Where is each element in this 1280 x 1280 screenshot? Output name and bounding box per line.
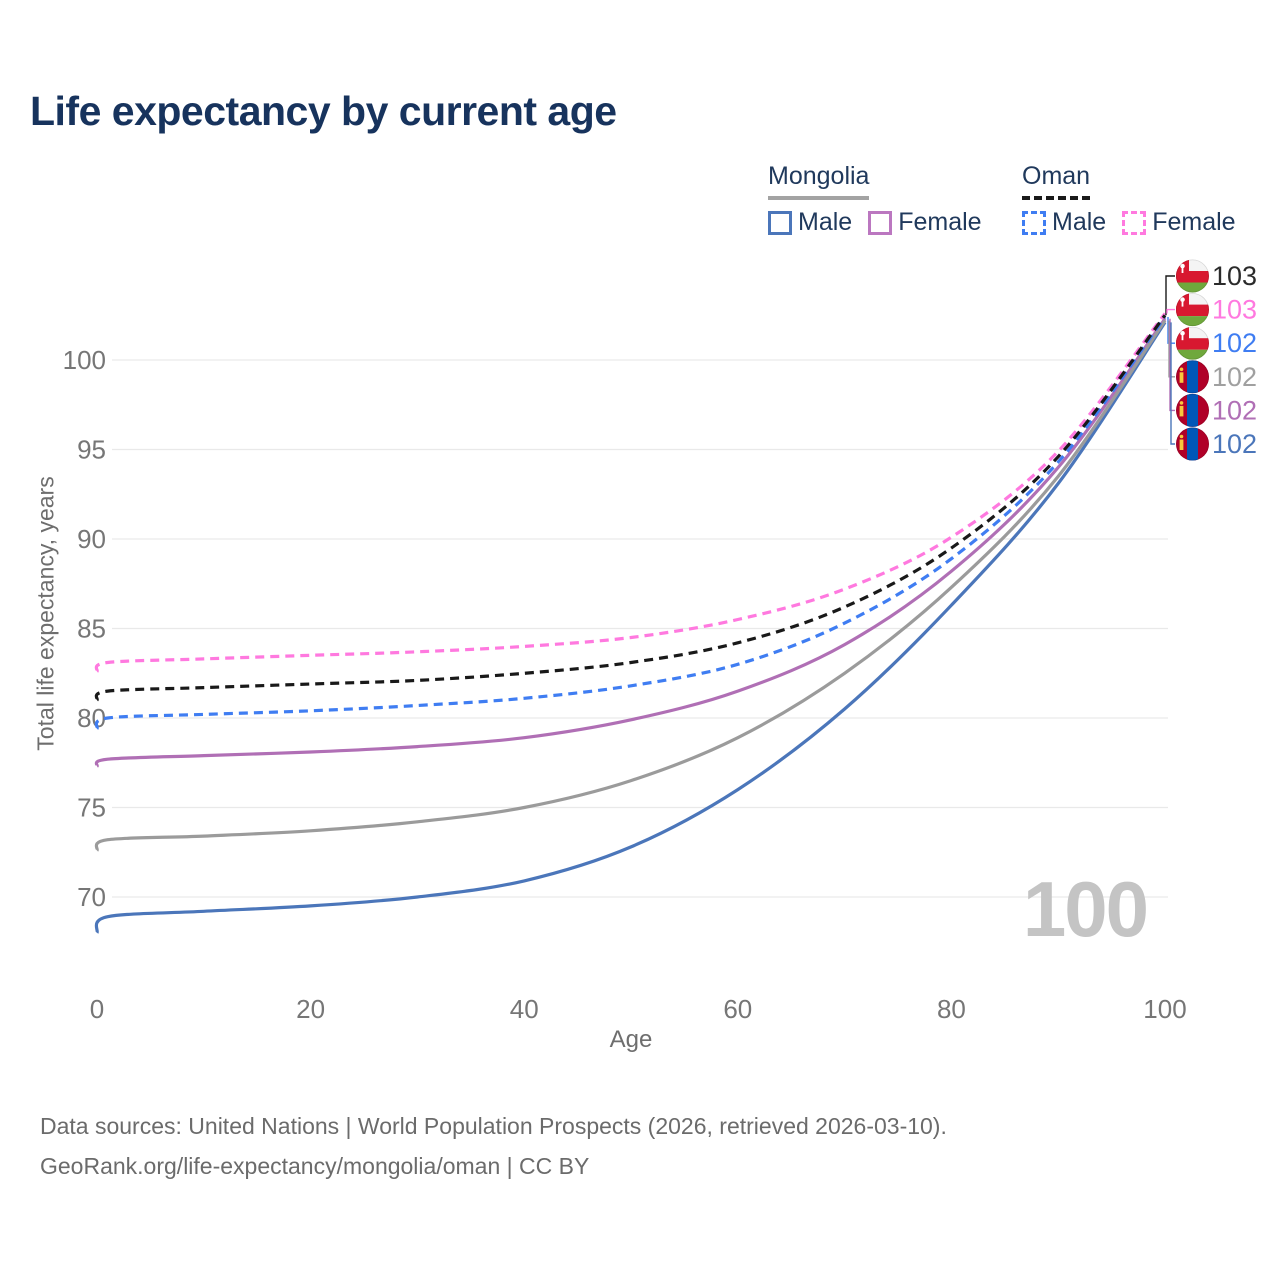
flag-part: [1176, 316, 1209, 327]
flag-emblem: [1181, 335, 1184, 341]
legend-items-mongolia: Male Female: [768, 208, 982, 237]
x-tick-label: 100: [1143, 994, 1186, 1024]
flag-part: [1187, 427, 1198, 461]
legend-swatch-solid-icon: [868, 210, 893, 235]
legend-item-oman-female[interactable]: Female: [1122, 208, 1236, 237]
end-value-label-mongolia-total: 102: [1212, 362, 1257, 392]
flag-ring: [1176, 393, 1210, 427]
flag-emblem: [1179, 372, 1184, 383]
y-tick-label: 75: [77, 793, 106, 823]
flag-part: [1176, 338, 1209, 350]
x-tick-label: 80: [937, 994, 966, 1024]
x-tick-label: 60: [723, 994, 752, 1024]
oman-flag-icon: [1176, 326, 1209, 360]
legend-group-header-oman: Oman: [1022, 162, 1091, 200]
flag-part: [1187, 393, 1198, 427]
series-layer: [94, 312, 1167, 934]
flag-part: [1176, 271, 1209, 283]
flag-emblem: [1181, 268, 1184, 273]
page-title: Life expectancy by current age: [30, 88, 617, 134]
flag-emblem: [1179, 439, 1184, 450]
y-tick-label: 90: [77, 524, 106, 554]
end-label-leader-oman-female: [1166, 308, 1175, 314]
legend-group-mongolia: Mongolia Male Female: [768, 162, 982, 237]
y-tick-label: 100: [63, 345, 106, 375]
legend-swatch-dashed-icon: [1122, 210, 1147, 235]
end-value-label-mongolia-female: 102: [1212, 395, 1257, 425]
series-line-oman-male[interactable]: [94, 316, 1167, 730]
flag-part: [1176, 349, 1209, 360]
legend-item-label: Female: [1152, 208, 1236, 236]
y-tick-label: 85: [77, 614, 106, 644]
y-tick-label: 95: [77, 435, 106, 465]
flag-emblem: [1180, 330, 1185, 336]
footer-data-sources: Data sources: United Nations | World Pop…: [40, 1113, 947, 1139]
footer-attribution: GeoRank.org/life-expectancy/mongolia/oma…: [40, 1153, 590, 1180]
flag-part: [1176, 282, 1209, 293]
x-tick-label: 0: [90, 994, 104, 1024]
end-label-leader-oman-total: [1165, 275, 1175, 316]
x-axis-title: Age: [609, 1026, 653, 1053]
legend-swatch-solid-icon: [768, 210, 792, 235]
end-value-label-mongolia-male: 102: [1212, 429, 1257, 459]
legend-group-header-mongolia: Mongolia: [768, 162, 870, 200]
flag-part: [1176, 304, 1209, 317]
y-tick-label: 80: [77, 703, 106, 733]
legend-underline-dashed: [1022, 196, 1091, 200]
flag-ring: [1176, 360, 1210, 394]
legend-item-oman-male[interactable]: Male: [1022, 208, 1106, 237]
flag-emblem: [1179, 401, 1184, 405]
series-line-mongolia-total[interactable]: [94, 319, 1167, 852]
flag-ring: [1176, 326, 1210, 360]
series-line-oman-total[interactable]: [94, 314, 1167, 702]
legend-item-label: Male: [1052, 208, 1107, 236]
mongolia-flag-icon: [1176, 427, 1209, 461]
legend-underline-solid: [768, 196, 870, 200]
legend-group-oman: Oman Male Female: [1022, 162, 1236, 237]
end-label-leader-mongolia-female: [1169, 318, 1175, 412]
mongolia-flag-icon: [1176, 393, 1209, 427]
flag-emblem: [1179, 367, 1184, 372]
legend-group-title: Mongolia: [768, 162, 870, 190]
y-tick-label: 70: [77, 882, 106, 912]
end-label-leader-mongolia-male: [1170, 322, 1175, 445]
legend-item-label: Female: [898, 208, 982, 236]
footer: Data sources: United Nations | World Pop…: [40, 1106, 947, 1186]
x-tick-label: 20: [296, 994, 325, 1024]
flag-ring: [1176, 293, 1210, 327]
legend-items-oman: Male Female: [1022, 208, 1236, 237]
legend-item-mongolia-male[interactable]: Male: [768, 208, 852, 237]
flag-ring: [1176, 259, 1210, 293]
end-label-leader-mongolia-total: [1168, 320, 1175, 378]
flag-part: [1187, 360, 1198, 394]
mongolia-flag-icon: [1176, 360, 1209, 394]
series-line-oman-female[interactable]: [94, 312, 1167, 673]
end-value-label-oman-female: 103: [1212, 295, 1257, 325]
flag-emblem: [1179, 405, 1184, 417]
flag-emblem: [1180, 297, 1185, 302]
age-watermark: 100: [1022, 865, 1149, 953]
x-tick-label: 40: [510, 994, 539, 1024]
legend-item-label: Male: [798, 208, 853, 236]
flag-ring: [1176, 427, 1210, 461]
legend-swatch-dashed-icon: [1022, 210, 1046, 235]
flag-emblem: [1181, 301, 1184, 307]
flag-emblem: [1179, 434, 1184, 439]
end-value-label-oman-male: 102: [1212, 328, 1257, 358]
end-label-leader-oman-male: [1167, 317, 1175, 344]
series-line-mongolia-female[interactable]: [94, 317, 1167, 768]
legend-item-mongolia-female[interactable]: Female: [868, 208, 982, 237]
end-value-label-oman-total: 103: [1212, 261, 1257, 291]
legend-group-title: Oman: [1022, 162, 1091, 190]
flag-emblem: [1180, 263, 1185, 269]
series-line-mongolia-male[interactable]: [94, 321, 1167, 934]
